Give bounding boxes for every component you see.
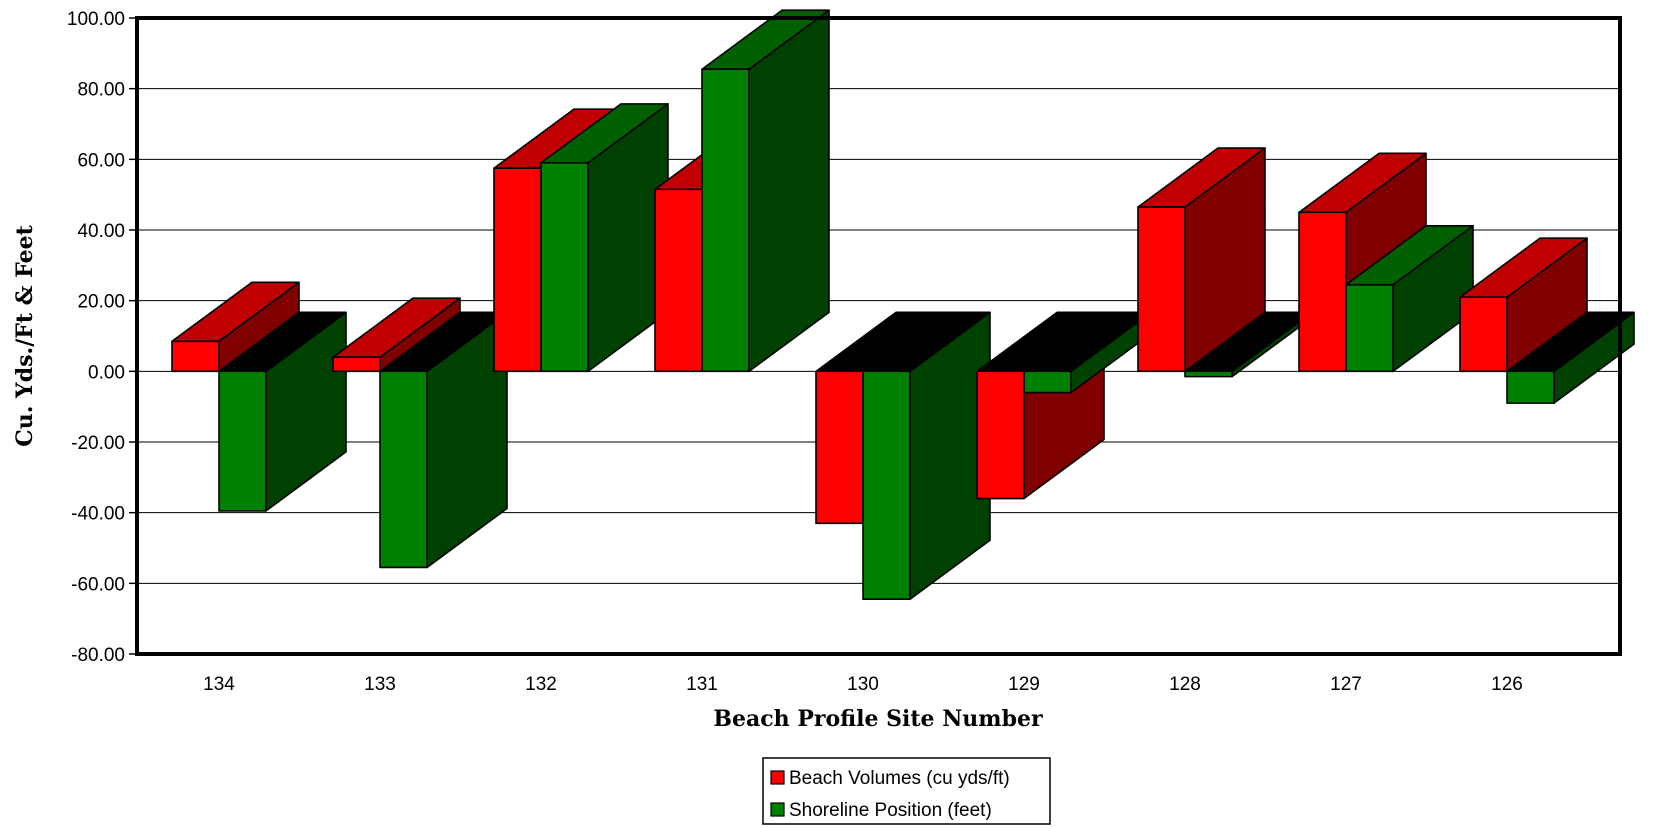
- bar-shoreline-position: [701, 9, 830, 373]
- bar-front: [1298, 211, 1347, 373]
- bar-front: [654, 188, 703, 373]
- bar-front: [1345, 283, 1394, 373]
- y-tick-label: -40.00: [71, 504, 125, 525]
- x-tick-label: 127: [1330, 674, 1362, 695]
- bar-front: [815, 370, 864, 525]
- y-tick-label: -80.00: [71, 645, 125, 666]
- bar-front: [540, 162, 589, 373]
- bar-beach-volume: [171, 281, 300, 373]
- bar-beach-volume: [1137, 147, 1266, 373]
- bar-front: [1459, 296, 1508, 373]
- bar-front: [701, 68, 750, 373]
- x-tick-label: 126: [1491, 674, 1523, 695]
- y-axis-title: Cu. Yds./Ft & Feet: [12, 224, 38, 446]
- y-axis: -80.00 -60.00 -40.00 -20.00 0.00 20.00 40.00 60…: [67, 9, 137, 666]
- x-tick-label: 128: [1169, 674, 1201, 695]
- bar-side: [748, 9, 830, 373]
- x-tick-label: 134: [203, 674, 235, 695]
- bar-front: [862, 370, 911, 601]
- bar-shoreline-position: [1506, 311, 1635, 404]
- x-axis-title: Beach Profile Site Number: [713, 706, 1043, 732]
- bar-front: [1506, 370, 1555, 404]
- bar-shoreline-position: [379, 311, 508, 569]
- plot-frame: [135, 16, 1622, 656]
- bar-shoreline-position: [862, 311, 991, 601]
- legend-swatch: [770, 770, 785, 785]
- x-tick-label: 131: [686, 674, 718, 695]
- bar-shoreline-position: [540, 103, 669, 373]
- legend-box: [762, 757, 1051, 825]
- bar-shoreline-position: [218, 311, 347, 512]
- x-tick-label: 129: [1008, 674, 1040, 695]
- bar-front: [218, 370, 267, 512]
- legend-label: Beach Volumes (cu yds/ft): [789, 768, 1010, 789]
- bar-front: [1184, 370, 1233, 378]
- y-tick-label: -20.00: [71, 433, 125, 454]
- y-tick-label: 100.00: [67, 9, 125, 30]
- bar-front: [493, 167, 542, 373]
- bar-beach-volume: [1459, 237, 1588, 373]
- y-tick-label: 0.00: [88, 362, 125, 383]
- bar-front: [332, 356, 381, 373]
- x-tick-label: 133: [364, 674, 396, 695]
- bar-shoreline-position: [1184, 311, 1313, 378]
- y-tick-label: 80.00: [77, 80, 125, 101]
- legend-swatch: [770, 802, 785, 817]
- bar-front: [1023, 370, 1072, 394]
- legend-label: Shoreline Position (feet): [789, 800, 992, 821]
- x-tick-label: 132: [525, 674, 557, 695]
- x-tick-label: 130: [847, 674, 879, 695]
- bar-front: [171, 340, 220, 373]
- y-tick-label: -60.00: [71, 574, 125, 595]
- y-tick-label: 60.00: [77, 150, 125, 171]
- y-tick-label: 40.00: [77, 221, 125, 242]
- bar-front: [976, 370, 1025, 500]
- bar-front: [1137, 206, 1186, 373]
- bars: [171, 9, 1635, 601]
- x-axis: 134 133 132 131 130 129 128 127 126: [203, 674, 1523, 695]
- y-tick-label: 20.00: [77, 292, 125, 313]
- bar-front: [379, 370, 428, 569]
- legend: Beach Volumes (cu yds/ft) Shoreline Posit…: [762, 757, 1051, 825]
